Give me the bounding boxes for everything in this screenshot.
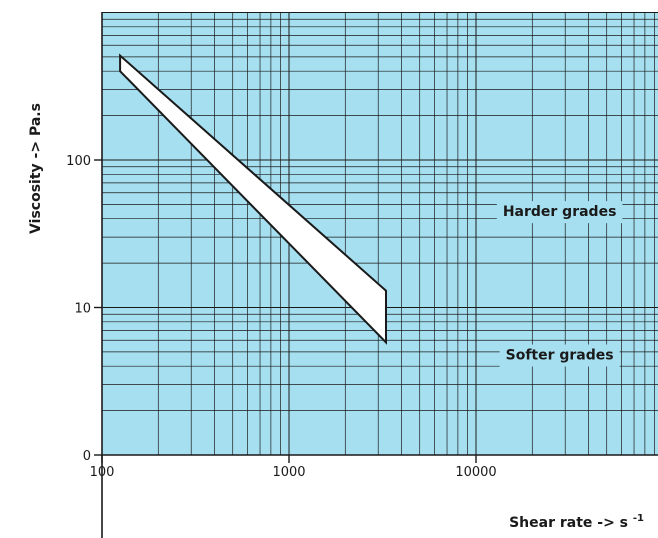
- y-tick-label: 100: [66, 154, 91, 169]
- x-axis-title-exponent: -1: [633, 513, 644, 524]
- plot-background: [102, 12, 658, 455]
- y-tick-label: 10: [74, 302, 91, 317]
- annotation-harder-background: [496, 201, 623, 224]
- y-axis-title: Viscosity -> Pa.s: [28, 103, 44, 234]
- viscosity-band: [119, 53, 387, 345]
- x-tick-label: 10000: [455, 465, 496, 480]
- x-tick-label: 1000: [272, 465, 305, 480]
- x-axis-title-text: Shear rate -> s: [509, 515, 628, 531]
- x-tick-label: 100: [90, 465, 115, 480]
- annotation-softer-background: [499, 344, 620, 367]
- y-tick-label: 0: [83, 449, 91, 464]
- annotation-harder-text: Harder grades: [503, 204, 617, 220]
- annotation-softer-text: Softer grades: [506, 348, 614, 364]
- x-axis-title: Shear rate -> s -1: [509, 513, 644, 531]
- annotation-softer-grades: Softer grades: [499, 344, 620, 367]
- annotation-harder-grades: Harder grades: [496, 201, 623, 224]
